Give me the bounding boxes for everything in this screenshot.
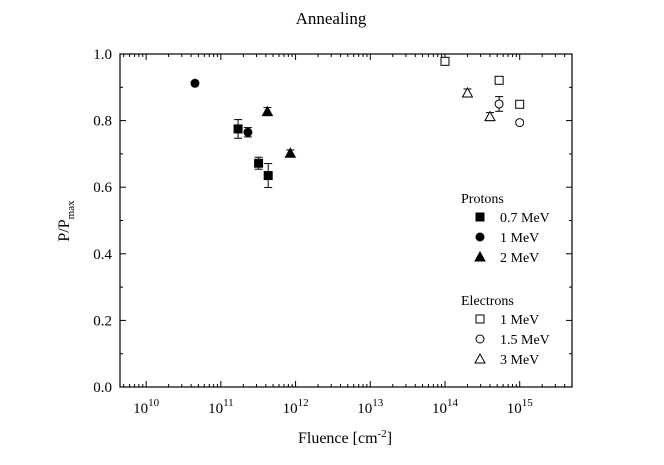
y-tick-label: 0.0 bbox=[93, 380, 112, 396]
x-tick-label-base: 10 bbox=[507, 401, 522, 417]
y-tick-label: 0.4 bbox=[93, 247, 112, 263]
x-tick-label-base: 10 bbox=[208, 401, 223, 417]
y-axis-label: P/Pmax bbox=[56, 200, 77, 242]
y-axis-label-sub: max bbox=[65, 200, 77, 219]
x-tick-label-base: 10 bbox=[133, 401, 148, 417]
y-axis: 0.0 0.2 0.4 0.6 0.8 1.0 bbox=[93, 47, 572, 396]
point-electrons-3-mev bbox=[461, 86, 474, 98]
x-tick-label-base: 10 bbox=[283, 401, 298, 417]
legend: Protons 0.7 MeV 1 MeV 2 MeV Electrons 1 MeV 1.… bbox=[461, 192, 550, 368]
legend-marker bbox=[474, 352, 486, 364]
x-tick-label-base: 10 bbox=[357, 401, 372, 417]
x-tick-label: 1013 bbox=[357, 397, 384, 417]
point-electrons-1-mev bbox=[515, 99, 525, 109]
point-protons-2-mev bbox=[284, 147, 297, 158]
legend-title-electrons: Electrons bbox=[461, 294, 514, 309]
legend-marker bbox=[475, 212, 485, 222]
x-tick-label: 1015 bbox=[507, 397, 534, 417]
y-tick-label: 0.2 bbox=[93, 313, 112, 329]
point-protons-0-7-mev bbox=[233, 124, 243, 134]
legend-entry-label: 3 MeV bbox=[500, 353, 539, 368]
x-tick-label-exp: 14 bbox=[447, 397, 459, 409]
x-axis-label: Fluence [cm-2] bbox=[298, 428, 392, 447]
point-electrons-1-5-mev bbox=[515, 118, 525, 128]
chart-title: Annealing bbox=[296, 9, 367, 28]
point-electrons-1-mev bbox=[440, 56, 450, 66]
point-electrons-3-mev bbox=[484, 110, 496, 122]
y-tick-label: 0.8 bbox=[93, 114, 112, 130]
legend-marker bbox=[475, 334, 485, 344]
x-axis-label-close: ] bbox=[387, 430, 392, 447]
legend-marker bbox=[475, 314, 485, 324]
x-tick-label-exp: 11 bbox=[223, 397, 234, 409]
x-tick-label: 1011 bbox=[208, 397, 234, 417]
point-protons-1-mev bbox=[190, 78, 200, 88]
x-axis: 1010 1011 1012 1013 1014 1015 bbox=[123, 54, 573, 417]
x-tick-label-base: 10 bbox=[432, 401, 447, 417]
legend-marker bbox=[474, 250, 486, 262]
legend-title-protons: Protons bbox=[461, 192, 504, 207]
x-tick-label-exp: 13 bbox=[372, 397, 384, 409]
legend-marker bbox=[475, 232, 485, 242]
legend-entry-label: 2 MeV bbox=[500, 251, 539, 266]
y-tick-label: 1.0 bbox=[93, 47, 112, 63]
y-axis-label-base: P/P bbox=[56, 219, 73, 241]
x-axis-label-base: Fluence [cm bbox=[298, 430, 378, 447]
x-axis-label-sup: -2 bbox=[378, 428, 387, 440]
point-electrons-1-5-mev bbox=[494, 99, 504, 109]
x-tick-label-exp: 12 bbox=[298, 397, 309, 409]
x-tick-label: 1014 bbox=[432, 397, 459, 417]
point-protons-2-mev bbox=[261, 105, 274, 117]
data-points bbox=[190, 56, 525, 189]
x-tick-label: 1012 bbox=[283, 397, 309, 417]
y-tick-label: 0.6 bbox=[93, 180, 112, 196]
point-electrons-1-mev bbox=[494, 75, 504, 85]
legend-entry-label: 1 MeV bbox=[500, 231, 539, 246]
x-tick-label-exp: 15 bbox=[522, 397, 534, 409]
point-protons-0-7-mev bbox=[254, 158, 264, 168]
point-protons-0-7-mev bbox=[263, 171, 273, 181]
legend-entry-label: 1.5 MeV bbox=[500, 333, 550, 348]
legend-entry-label: 1 MeV bbox=[500, 313, 539, 328]
x-tick-label-exp: 10 bbox=[148, 397, 160, 409]
x-tick-label: 1010 bbox=[133, 397, 160, 417]
legend-entry-label: 0.7 MeV bbox=[500, 211, 550, 226]
point-protons-1-mev bbox=[243, 127, 253, 137]
